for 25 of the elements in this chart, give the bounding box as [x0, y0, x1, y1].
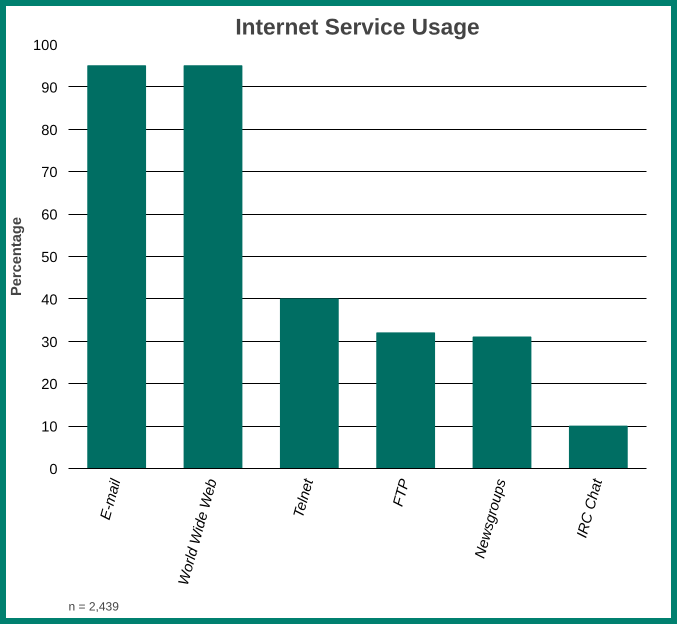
y-tick-label: 20	[41, 377, 58, 394]
y-tick-label: 40	[41, 292, 58, 308]
y-tick-label: 100	[33, 38, 58, 54]
y-tick-label: 70	[41, 165, 58, 182]
bar	[184, 65, 242, 468]
y-tick-label: 50	[41, 250, 58, 266]
bar	[280, 298, 339, 468]
y-tick-label: 0	[49, 462, 58, 478]
y-axis-title: Percentage	[9, 216, 26, 296]
text: n = 2,439	[68, 600, 120, 614]
x-tick-label: IRC Chat	[574, 476, 606, 540]
y-tick-label: 80	[41, 122, 58, 139]
y-tick-label: 60	[41, 208, 58, 224]
bar	[87, 65, 146, 468]
chart-title: Internet Service Usage	[235, 14, 480, 40]
y-tick-label: 30	[41, 334, 58, 351]
y-tick-label: 10	[41, 420, 58, 436]
y-tick-label: 90	[41, 80, 58, 96]
bar	[568, 426, 628, 468]
x-tick-label: FTP	[390, 477, 414, 508]
x-tick-label: Telnet	[291, 476, 318, 520]
bar	[376, 332, 436, 468]
x-tick-label: E-mail	[98, 476, 125, 522]
bar	[472, 336, 532, 468]
x-tick-label: World Wide Web	[176, 477, 221, 588]
